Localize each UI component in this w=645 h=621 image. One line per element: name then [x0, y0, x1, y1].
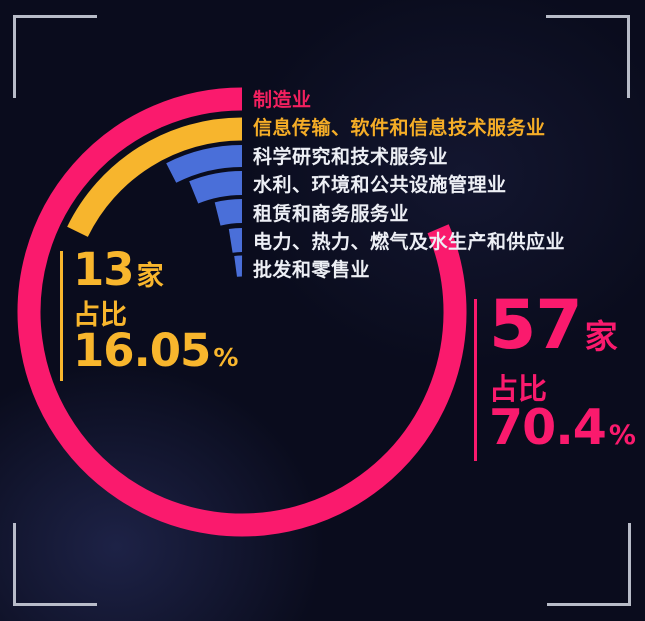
stat-count-row: 57家: [489, 292, 636, 370]
legend-item-research-services: 科学研究和技术服务业: [253, 145, 449, 168]
legend-item-manufacturing: 制造业: [253, 89, 312, 111]
industry-legend: 制造业 信息传输、软件和信息技术服务业 科学研究和技术服务业 水利、环境和公共设…: [253, 86, 613, 285]
stat-count-unit: 家: [584, 317, 618, 356]
legend-item-water-environment: 水利、环境和公共设施管理业: [253, 174, 507, 197]
stat-percent-value: 16.05: [73, 324, 211, 377]
frame-corner-top-left-icon: [13, 15, 97, 98]
stat-percent-sign: %: [608, 420, 636, 451]
arc-water-environment: [189, 171, 243, 204]
stat-callout-it-services: 13 家 占比 16.05%: [60, 247, 239, 381]
legend-item-power-gas-water: 电力、热力、燃气及水生产和供应业: [253, 231, 566, 254]
stat-callout-manufacturing: 57家 占比 70.4%: [474, 292, 636, 461]
stat-count-unit: 家: [136, 261, 164, 292]
arc-research-services: [166, 145, 243, 183]
stat-percent-sign: %: [213, 343, 239, 372]
arc-power-gas-water: [228, 228, 243, 253]
arc-leasing-business: [214, 199, 243, 226]
frame-corner-top-right-icon: [546, 15, 630, 98]
legend-item-wholesale-retail: 批发和零售业: [253, 259, 371, 282]
arc-it-services: [67, 117, 243, 237]
stat-share-label: 占比: [489, 372, 548, 406]
frame-corner-bottom-left-icon: [13, 523, 97, 606]
stat-count-value: 57: [489, 286, 583, 365]
stat-share-label: 占比: [73, 300, 127, 331]
stat-count-row: 13 家: [73, 247, 238, 299]
arc-manufacturing: [17, 87, 467, 537]
stat-percent-row: 16.05%: [73, 328, 239, 381]
frame-corner-bottom-right-icon: [547, 523, 631, 606]
legend-item-it-services: 信息传输、软件和信息技术服务业: [253, 117, 546, 140]
stat-count-value: 13: [73, 243, 135, 296]
stat-percent-row: 70.4%: [489, 403, 636, 461]
legend-item-leasing-business: 租赁和商务服务业: [253, 202, 410, 225]
stat-percent-value: 70.4: [489, 399, 607, 456]
